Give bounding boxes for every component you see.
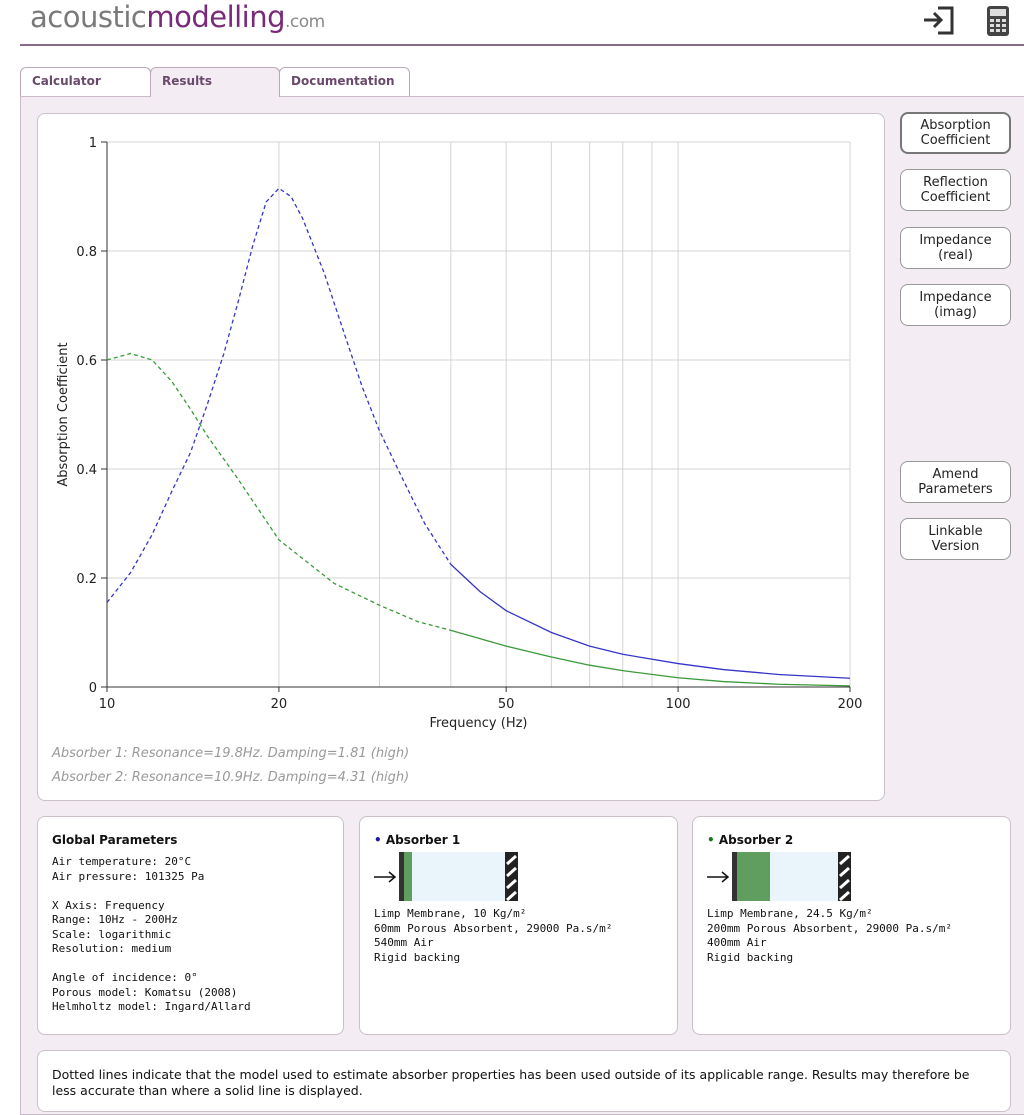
data-line [450, 563, 851, 679]
button[interactable]: Absorption Coefficient [900, 112, 1011, 154]
x-tick-label: 20 [271, 697, 288, 712]
y-tick-label: 0.6 [76, 354, 97, 369]
y-tick-label: 1 [89, 136, 97, 151]
param-group: Air temperature: 20°C Air pressure: 10132… [52, 855, 329, 884]
logo-accent: modelling [146, 0, 286, 34]
layer-line: 200mm Porous Absorbent, 29000 Pa.s/m² [707, 921, 953, 935]
param-line: X Axis: Frequency [52, 898, 165, 912]
data-line [450, 629, 851, 687]
absorber-layers: Limp Membrane, 24.5 Kg/m² 200mm Porous Ab… [707, 907, 996, 965]
layer-line: 60mm Porous Absorbent, 29000 Pa.s/m² [374, 921, 613, 935]
button[interactable]: Amend Parameters [900, 461, 1011, 503]
y-tick-label: 0.8 [76, 245, 97, 260]
y-tick-label: 0.2 [76, 572, 97, 587]
x-axis-label: Frequency (Hz) [429, 716, 527, 731]
panel-title: Absorber 1 [385, 833, 461, 847]
absorber-diagram [707, 852, 851, 902]
panel-title: Absorber 2 [718, 833, 794, 847]
button[interactable]: Linkable Version [900, 518, 1011, 560]
absorber-panel: • Absorber 1 Limp Membrane, 10 Kg/m² 60mm… [359, 816, 678, 1035]
layer-line: Rigid backing [374, 950, 461, 964]
login-icon[interactable] [924, 6, 954, 35]
param-line: Resolution: medium [52, 942, 172, 955]
panel-title: Global Parameters [52, 833, 178, 847]
chart: 0 0.2 0.4 0.6 0.8 1 10 20 50 100 200 Frequency (Hz)… [56, 136, 863, 731]
x-tick-label: 200 [838, 697, 863, 712]
param-line: Air pressure: 101325 Pa [52, 869, 205, 883]
x-tick-label: 10 [99, 697, 116, 712]
global-params: Air temperature: 20°C Air pressure: 10132… [52, 855, 329, 1015]
absorber-dot: • [374, 833, 382, 847]
footer-note: Dotted lines indicate that the model use… [37, 1050, 1011, 1112]
layer-line: Limp Membrane, 10 Kg/m² [374, 907, 527, 920]
button[interactable]: Impedance (real) [900, 227, 1011, 269]
chart-panel [37, 113, 885, 801]
param-group: X Axis: Frequency Range: 10Hz - 200Hz Scal… [52, 899, 329, 957]
tab-active[interactable]: Results [150, 67, 280, 97]
param-line: Porous model: Komatsu (2008) [52, 985, 238, 999]
layer-line: 540mm Air [374, 936, 434, 949]
y-tick-label: 0 [89, 681, 97, 696]
chart-note: Absorber 1: Resonance=19.8Hz. Damping=1.… [52, 746, 410, 761]
logo-suffix: .com [285, 12, 325, 32]
layer-line: 400mm Air [707, 936, 767, 949]
header-rule [20, 44, 1024, 46]
header-icons [924, 6, 1009, 36]
tab[interactable]: Calculator [20, 67, 151, 96]
chart-note: Absorber 2: Resonance=10.9Hz. Damping=4.… [52, 770, 410, 785]
data-line [106, 187, 452, 603]
y-tick-label: 0.4 [76, 463, 97, 478]
layer-line: Limp Membrane, 24.5 Kg/m² [707, 907, 873, 920]
logo[interactable]: acousticmodelling.com [30, 0, 325, 34]
layer-line: Rigid backing [707, 950, 794, 964]
x-tick-label: 100 [666, 697, 691, 712]
y-axis-label: Absorption Coefficient [56, 342, 71, 486]
param-line: Helmholtz model: Ingard/Allard [52, 1000, 251, 1013]
absorber-diagram [374, 852, 518, 902]
absorber-dot: • [707, 833, 715, 847]
param-line: Scale: logarithmic [52, 927, 172, 941]
param-line: Range: 10Hz - 200Hz [52, 913, 178, 926]
param-line: Air temperature: 20°C [52, 855, 192, 868]
global-panel: Global Parameters Air temperature: 20°C A… [37, 816, 344, 1035]
data-line [106, 352, 451, 631]
absorber-panel: • Absorber 2 Limp Membrane, 24.5 Kg/m² 20… [692, 816, 1011, 1035]
param-group: Angle of incidence: 0° Porous model: Koma… [52, 971, 329, 1015]
button[interactable]: Reflection Coefficient [900, 169, 1011, 211]
button[interactable]: Impedance (imag) [900, 284, 1011, 326]
x-tick-label: 50 [498, 697, 515, 712]
param-line: Angle of incidence: 0° [52, 971, 198, 984]
tab[interactable]: Documentation [279, 67, 410, 96]
absorber-layers: Limp Membrane, 10 Kg/m² 60mm Porous Absor… [374, 907, 663, 965]
logo-main: acoustic [30, 0, 147, 34]
calculator-icon[interactable] [987, 6, 1009, 36]
